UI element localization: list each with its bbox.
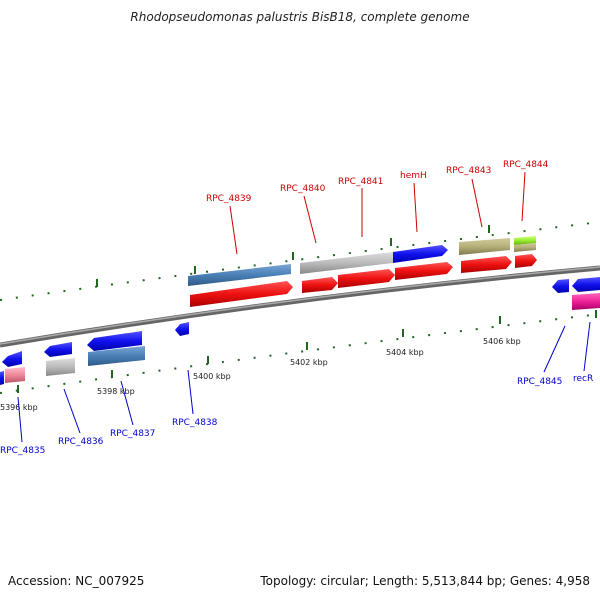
label-rpc-4840: RPC_4840 [280,184,326,194]
gene-rpc-4840[interactable] [300,252,393,293]
top-leader-lines [229,171,526,255]
label-rpc-4838: RPC_4838 [172,418,218,428]
gene-rpc-4843[interactable] [459,238,512,273]
label-rpc-4843: RPC_4843 [446,166,491,176]
upper-major-ticks [96,225,490,287]
lower-major-ticks [17,310,597,393]
label-rpc-4835: RPC_4835 [0,446,45,456]
gene-rpc-4837[interactable] [87,331,145,366]
label-hemh: hemH [400,171,427,181]
gene-hemh[interactable] [393,245,453,280]
gene-rpc-4844[interactable] [514,236,537,268]
bottom-leader-lines [17,321,591,443]
tick-label-5402: 5402 kbp [290,358,328,367]
tick-label-5398: 5398 kbp [97,387,135,396]
label-rpc-4845: RPC_4845 [517,377,562,387]
gene-rpc-4839[interactable] [188,264,293,307]
gene-rpc-4838[interactable] [175,322,189,336]
label-rpc-4837: RPC_4837 [110,429,155,439]
gene-recr[interactable] [572,277,600,310]
gene-rpc-4841[interactable] [338,269,395,288]
genome-backbone [0,265,600,348]
tick-label-5406: 5406 kbp [483,337,521,346]
genome-summary-text: Topology: circular; Length: 5,513,844 bp… [260,574,590,588]
label-rpc-4836: RPC_4836 [58,437,104,447]
label-rpc-4844: RPC_4844 [503,160,549,170]
label-recr: recR [573,374,593,384]
genome-title: Rhodopseudomonas palustris BisB18, compl… [130,10,470,24]
gene-rpc-4836[interactable] [44,342,75,376]
gene-rpc-4835[interactable] [0,351,25,385]
tick-label-5400: 5400 kbp [193,372,231,381]
gene-rpc-4845[interactable] [552,279,569,293]
label-rpc-4839: RPC_4839 [206,194,252,204]
label-rpc-4841: RPC_4841 [338,177,383,187]
accession-text: Accession: NC_007925 [8,574,145,588]
tick-label-5404: 5404 kbp [386,348,424,357]
